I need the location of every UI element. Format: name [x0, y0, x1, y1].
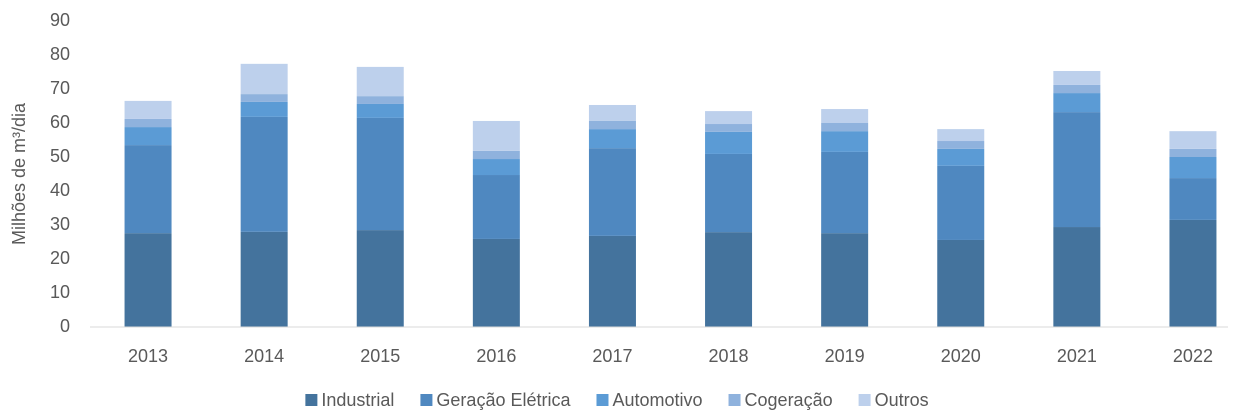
- y-tick-label: 0: [60, 316, 70, 336]
- legend-label: Industrial: [321, 390, 394, 410]
- bar-segment: [937, 141, 985, 149]
- y-tick-label: 30: [50, 214, 70, 234]
- legend-label: Cogeração: [745, 390, 833, 410]
- bar-segment: [1169, 219, 1217, 327]
- bar-segment: [705, 153, 753, 233]
- bar-segment: [1053, 70, 1101, 85]
- x-tick-label: 2019: [825, 346, 865, 366]
- bar-segment: [937, 165, 985, 240]
- x-tick-label: 2020: [941, 346, 981, 366]
- bar-segment: [472, 120, 520, 151]
- bar-segment: [1169, 178, 1217, 220]
- bar-segment: [124, 233, 172, 327]
- bar-segment: [588, 120, 636, 130]
- bar-segment: [1169, 131, 1217, 149]
- bar-segment: [588, 148, 636, 236]
- bar-segment: [937, 129, 985, 142]
- y-tick-label: 90: [50, 10, 70, 30]
- bar-segment: [1169, 157, 1217, 179]
- bar-segment: [240, 101, 288, 117]
- bar-segment: [937, 148, 985, 166]
- bar-segment: [240, 231, 288, 327]
- bar-segment: [472, 175, 520, 239]
- x-tick-label: 2022: [1173, 346, 1213, 366]
- legend-label: Automotivo: [612, 390, 702, 410]
- bar-segment: [472, 150, 520, 160]
- y-tick-label: 10: [50, 282, 70, 302]
- bar-segment: [705, 131, 753, 154]
- y-axis-label: Milhões de m³/dia: [9, 102, 29, 245]
- bar-segment: [356, 103, 404, 118]
- bar-segment: [821, 131, 869, 152]
- bar-segment: [1169, 148, 1217, 157]
- bar-segment: [821, 109, 869, 123]
- bar-segment: [588, 104, 636, 121]
- bar-segment: [1053, 112, 1101, 228]
- y-tick-label: 20: [50, 248, 70, 268]
- bar-segment: [472, 159, 520, 176]
- bar-segment: [1053, 93, 1101, 113]
- legend-label: Outros: [875, 390, 929, 410]
- bar-segment: [356, 66, 404, 97]
- x-tick-label: 2021: [1057, 346, 1097, 366]
- bar-segment: [705, 232, 753, 327]
- bar-segment: [1053, 84, 1101, 94]
- bar-segment: [124, 127, 172, 146]
- y-tick-label: 80: [50, 44, 70, 64]
- bar-segment: [124, 100, 172, 119]
- legend-swatch: [596, 394, 609, 406]
- x-tick-label: 2018: [709, 346, 749, 366]
- bar-segment: [937, 239, 985, 327]
- y-tick-label: 40: [50, 180, 70, 200]
- bar-segment: [588, 129, 636, 149]
- bar-segment: [356, 96, 404, 104]
- bar-segment: [240, 94, 288, 102]
- bar-segment: [705, 111, 753, 125]
- bar-segment: [240, 63, 288, 95]
- bar-segment: [821, 151, 869, 234]
- bar-segment: [588, 235, 636, 327]
- x-tick-label: 2014: [244, 346, 284, 366]
- legend-swatch: [728, 394, 741, 406]
- bar-segment: [705, 124, 753, 132]
- legend-swatch: [420, 394, 433, 406]
- bar-segment: [472, 238, 520, 327]
- y-tick-label: 50: [50, 146, 70, 166]
- bar-segment: [124, 118, 172, 128]
- x-tick-label: 2013: [128, 346, 168, 366]
- bar-segment: [124, 145, 172, 234]
- bar-segment: [1053, 227, 1101, 327]
- legend-label: Geração Elétrica: [436, 390, 571, 410]
- y-tick-label: 70: [50, 78, 70, 98]
- bar-segment: [821, 123, 869, 132]
- x-tick-label: 2015: [360, 346, 400, 366]
- bar-segment: [821, 233, 869, 327]
- bar-segment: [240, 116, 288, 232]
- x-tick-label: 2016: [476, 346, 516, 366]
- legend-swatch: [858, 394, 871, 406]
- bar-segment: [356, 117, 404, 231]
- bar-segment: [356, 230, 404, 327]
- legend-swatch: [305, 394, 318, 406]
- x-tick-label: 2017: [592, 346, 632, 366]
- y-tick-label: 60: [50, 112, 70, 132]
